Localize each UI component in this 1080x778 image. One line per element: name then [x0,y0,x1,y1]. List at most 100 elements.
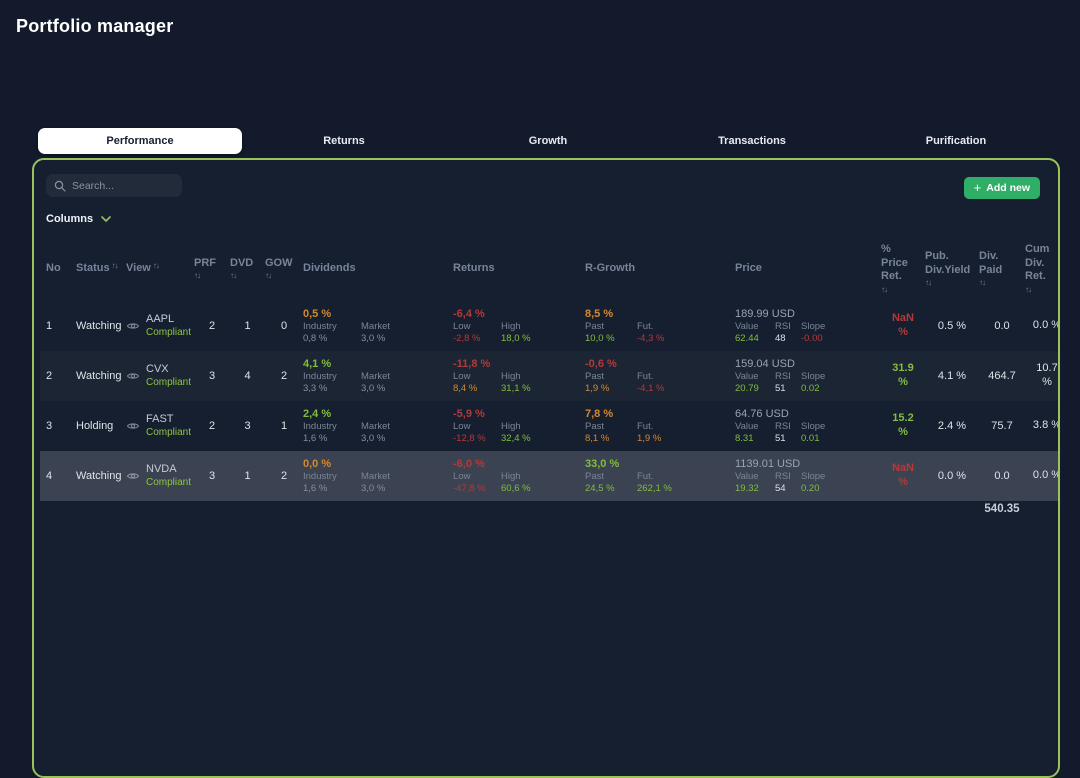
col-header-returns: Returns [453,262,495,275]
row-number: 2 [46,370,53,382]
tab-purification[interactable]: Purification [925,135,987,147]
price-ret-cell: NaN % [891,312,914,338]
price-ret-cell: 31.9 % [892,362,914,388]
price-cell: 159.04 USD Value RSI Slope 20.79 51 0.02 [735,357,826,395]
gow-cell: 2 [280,470,288,482]
sort-icon: ↑↓ [925,278,932,288]
pub-div-yield-cell: 0.0 % [937,470,967,482]
gow-cell: 1 [280,420,288,432]
dividends-cell: 4,1 % Industry Market 3,3 % 3,0 % [303,357,391,395]
returns-cell: -6,0 % Low High -47,8 % 60,6 % [453,457,531,495]
table-row[interactable]: 2 Watching CVX Compliant 3 4 2 4,1 % Ind… [40,351,1058,401]
add-new-button[interactable]: + Add new [963,177,1040,199]
price-cell: 64.76 USD Value RSI Slope 8.31 51 0.01 [735,407,826,445]
sort-icon: ↑↓ [265,271,272,281]
compliance-badge: Compliant [146,476,192,488]
tab-returns[interactable]: Returns [323,135,365,147]
col-header-cum-div-ret[interactable]: Cum Div. Ret. ↑↓ [1025,243,1057,295]
search-input[interactable] [72,179,174,192]
col-header-no: No [46,262,61,275]
page-title: Portfolio manager [16,16,174,36]
prf-cell: 2 [208,420,216,432]
row-number: 3 [46,420,53,432]
compliance-badge: Compliant [146,376,192,388]
view-cell[interactable]: AAPL Compliant [126,313,194,338]
search-box[interactable] [46,174,182,197]
sort-icon: ↑↓ [111,261,119,271]
r-growth-cell: 33,0 % Past Fut. 24,5 % 262,1 % [585,457,672,495]
dividends-cell: 0,0 % Industry Market 1,6 % 3,0 % [303,457,391,495]
table-row[interactable]: 3 Holding FAST Compliant 2 3 1 2,4 % Ind… [40,401,1058,451]
r-growth-cell: 7,8 % Past Fut. 8,1 % 1,9 % [585,407,662,445]
table-header-row: No Status ↑↓ View ↑↓ PRF ↑↓ DVD ↑↓ GOW ↑↓ Div… [40,237,1058,301]
gow-cell: 0 [280,320,288,332]
price-ret-cell: 15.2 % [892,412,914,438]
eye-icon[interactable] [126,469,140,483]
ticker-symbol: FAST [146,413,174,426]
dividends-cell: 2,4 % Industry Market 1,6 % 3,0 % [303,407,391,445]
eye-icon[interactable] [126,369,140,383]
row-number: 1 [46,320,53,332]
dividends-cell: 0,5 % Industry Market 0,8 % 3,0 % [303,307,391,345]
col-header-prf[interactable]: PRF ↑↓ [194,257,230,282]
col-header-r-growth: R-Growth [585,262,636,275]
returns-cell: -6,4 % Low High -2,8 % 18,0 % [453,307,531,345]
portfolio-table: No Status ↑↓ View ↑↓ PRF ↑↓ DVD ↑↓ GOW ↑↓ Div… [40,237,1058,541]
dvd-cell: 1 [244,470,251,482]
compliance-badge: Compliant [146,326,192,338]
cum-div-ret-cell: 0.0 % [1032,469,1060,482]
col-header-gow[interactable]: GOW ↑↓ [265,257,303,282]
row-number: 4 [46,470,53,482]
chevron-down-icon [101,216,111,222]
div-paid-total: 540.35 [984,503,1020,515]
dvd-cell: 4 [244,370,251,382]
view-cell[interactable]: FAST Compliant [126,413,194,438]
col-header-pub-div-yield[interactable]: Pub. Div.Yield ↑↓ [925,250,977,289]
columns-dropdown[interactable]: Columns [46,213,136,225]
gow-cell: 2 [280,370,288,382]
pub-div-yield-cell: 0.5 % [937,320,967,332]
search-icon [54,180,66,192]
sort-icon: ↑↓ [194,271,201,281]
status-cell: Holding [76,420,114,432]
performance-panel: + Add new Columns No Status↑↓ View↑↓ PRF… [32,158,1060,778]
col-header-view[interactable]: View ↑↓ [126,261,160,275]
dvd-cell: 1 [244,320,251,332]
prf-cell: 2 [208,320,216,332]
table-row[interactable]: 1 Watching AAPL Compliant 2 1 0 0,5 % In… [40,301,1060,351]
div-paid-cell: 0.0 [994,470,1010,482]
status-cell: Watching [76,470,122,482]
col-header-dividends: Dividends [303,262,356,275]
view-cell[interactable]: CVX Compliant [126,363,194,388]
tab-transactions[interactable]: Transactions [718,135,786,147]
cum-div-ret-cell: 0.0 % [1032,319,1060,332]
tab-performance[interactable]: Performance [38,128,242,154]
sort-icon: ↑↓ [152,261,160,271]
plus-icon: + [973,179,982,195]
sort-icon: ↑↓ [979,278,986,288]
returns-cell: -5,9 % Low High -12,8 % 32,4 % [453,407,531,445]
div-paid-cell: 0.0 [994,320,1010,332]
col-header-dvd[interactable]: DVD ↑↓ [230,257,265,282]
col-header-status[interactable]: Status ↑↓ [76,261,119,275]
price-cell: 189.99 USD Value RSI Slope 62.44 48 -0.00 [735,307,826,345]
col-header-price: Price [735,262,762,275]
table-row[interactable]: 4 Watching NVDA Compliant 3 1 2 0,0 % In… [40,451,1060,501]
compliance-badge: Compliant [146,426,192,438]
prf-cell: 3 [208,470,216,482]
eye-icon[interactable] [126,319,140,333]
columns-label: Columns [46,213,94,225]
tab-growth[interactable]: Growth [528,135,568,147]
col-header-price-ret[interactable]: % Price Ret. ↑↓ [881,243,913,295]
status-cell: Watching [76,320,122,332]
pub-div-yield-cell: 2.4 % [937,420,967,432]
view-cell[interactable]: NVDA Compliant [126,463,194,488]
ticker-symbol: NVDA [146,463,177,476]
cum-div-ret-cell: 10.7 % [1036,362,1058,388]
col-header-div-paid[interactable]: Div. Paid ↑↓ [979,250,1011,289]
eye-icon[interactable] [126,419,140,433]
r-growth-cell: 8,5 % Past Fut. 10,0 % -4,3 % [585,307,665,345]
status-cell: Watching [76,370,122,382]
div-paid-cell: 75.7 [991,420,1013,432]
ticker-symbol: AAPL [146,313,175,326]
